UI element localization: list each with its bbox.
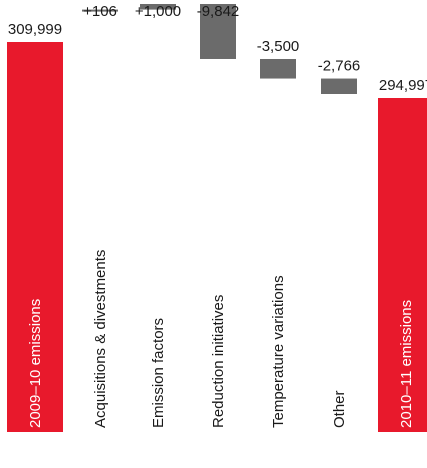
value-label: 309,999 [8, 21, 62, 38]
bar-total [7, 42, 63, 432]
value-label: -2,766 [318, 58, 361, 75]
category-label: Emission factors [150, 318, 167, 428]
value-label: +106 [83, 3, 117, 20]
bar-change [321, 78, 357, 94]
category-label: 2009–10 emissions [27, 299, 44, 428]
value-label: -9,842 [197, 3, 240, 20]
bar-change [140, 4, 176, 10]
value-label: -3,500 [257, 38, 300, 55]
category-label: Other [331, 390, 348, 428]
category-label: Temperature variations [270, 275, 287, 428]
value-label: 294,997 [379, 77, 427, 94]
category-label: 2010–11 emissions [398, 300, 415, 428]
value-label: +1,000 [135, 3, 181, 20]
bar-total [378, 98, 427, 432]
bar-change [82, 9, 118, 12]
category-label: Acquisitions & divestments [92, 250, 109, 428]
category-label: Reduction initiatives [210, 295, 227, 428]
bar-change [200, 4, 236, 59]
bar-change [260, 58, 296, 79]
